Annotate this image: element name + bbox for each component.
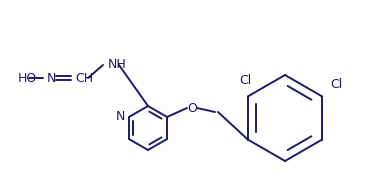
Text: N: N [116, 111, 125, 123]
Text: Cl: Cl [330, 79, 343, 92]
Text: HO: HO [18, 71, 37, 84]
Text: CH: CH [75, 71, 93, 84]
Text: Cl: Cl [240, 74, 252, 87]
Text: NH: NH [108, 57, 127, 70]
Text: N: N [47, 71, 56, 84]
Text: O: O [187, 102, 197, 114]
